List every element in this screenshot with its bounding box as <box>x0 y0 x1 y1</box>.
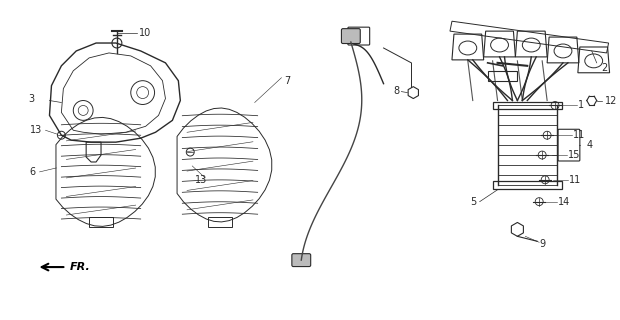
Text: 5: 5 <box>470 196 476 207</box>
Text: 11: 11 <box>569 175 581 185</box>
Text: 9: 9 <box>539 239 546 249</box>
Text: FR.: FR. <box>69 262 90 272</box>
FancyBboxPatch shape <box>292 254 311 267</box>
Text: 7: 7 <box>285 76 291 86</box>
Text: 6: 6 <box>30 167 36 177</box>
Bar <box>89 218 113 228</box>
Text: 13: 13 <box>195 175 208 185</box>
Text: 1: 1 <box>578 100 584 110</box>
Text: 8: 8 <box>394 86 400 96</box>
Text: 15: 15 <box>568 150 580 160</box>
Text: 12: 12 <box>604 96 617 106</box>
Bar <box>208 218 232 228</box>
Bar <box>493 181 562 189</box>
Bar <box>493 101 562 109</box>
Bar <box>488 71 517 81</box>
Text: 3: 3 <box>29 93 35 104</box>
Text: 11: 11 <box>573 130 585 140</box>
Text: 2: 2 <box>601 63 608 73</box>
Text: 14: 14 <box>558 196 570 207</box>
Text: 13: 13 <box>30 125 42 135</box>
Text: 4: 4 <box>587 140 593 150</box>
Text: 10: 10 <box>139 28 151 38</box>
FancyBboxPatch shape <box>342 29 360 44</box>
